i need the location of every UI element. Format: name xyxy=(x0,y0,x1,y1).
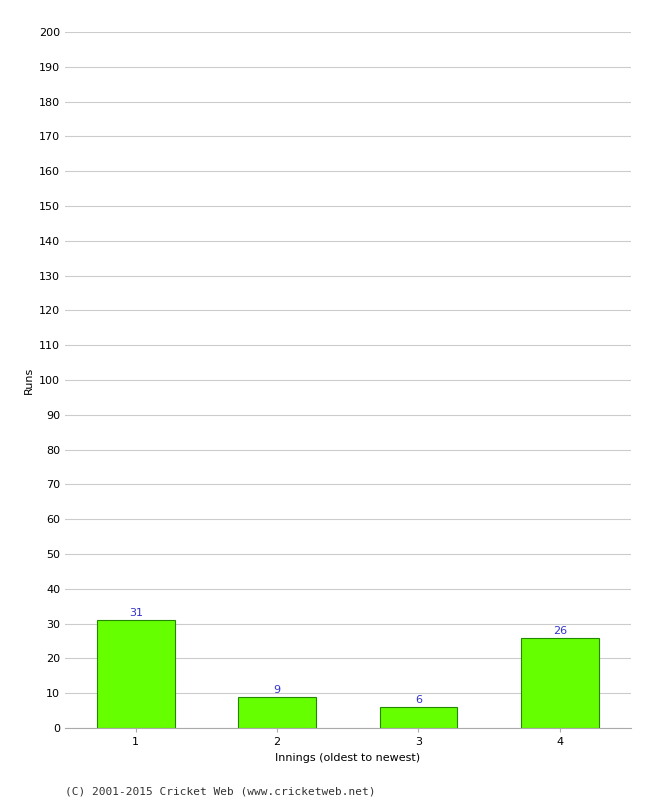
Text: (C) 2001-2015 Cricket Web (www.cricketweb.net): (C) 2001-2015 Cricket Web (www.cricketwe… xyxy=(65,786,376,796)
Text: 6: 6 xyxy=(415,695,422,706)
Bar xyxy=(380,707,458,728)
Bar xyxy=(238,697,316,728)
Text: 26: 26 xyxy=(552,626,567,636)
Bar xyxy=(521,638,599,728)
Text: 9: 9 xyxy=(274,685,281,695)
Text: 31: 31 xyxy=(129,608,143,618)
Y-axis label: Runs: Runs xyxy=(23,366,33,394)
X-axis label: Innings (oldest to newest): Innings (oldest to newest) xyxy=(275,753,421,762)
Bar xyxy=(97,620,175,728)
